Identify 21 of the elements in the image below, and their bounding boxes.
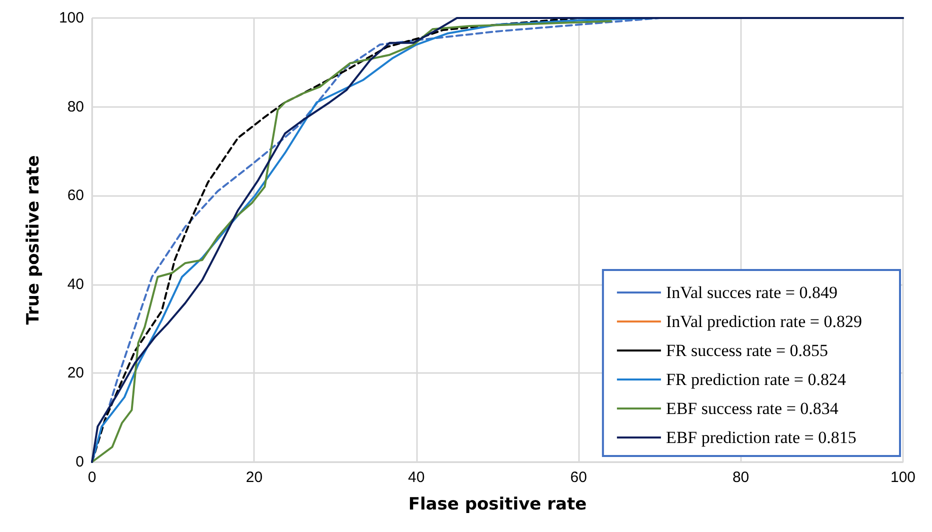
y-tick-label: 0: [76, 454, 84, 470]
x-tick-label: 0: [88, 469, 96, 486]
x-tick-label: 80: [732, 469, 750, 486]
x-tick-label: 100: [890, 469, 916, 486]
legend-label: InVal prediction rate = 0.829: [666, 312, 862, 331]
line-series: [91, 17, 904, 463]
legend-label: EBF prediction rate = 0.815: [666, 428, 856, 447]
y-tick-label: 40: [67, 276, 84, 293]
y-tick-label: 80: [67, 98, 84, 116]
y-tick-label: 20: [67, 364, 84, 382]
x-axis-title: Flase positive rate: [408, 494, 587, 514]
x-tick-label: 60: [570, 469, 587, 486]
x-tick-label: 40: [408, 469, 425, 486]
legend-label: InVal succes rate = 0.849: [666, 283, 838, 302]
legend-label: FR success rate = 0.855: [666, 341, 828, 360]
legend-label: FR prediction rate = 0.824: [666, 370, 846, 389]
legend-label: EBF success rate = 0.834: [666, 399, 839, 418]
x-tick-label: 20: [246, 469, 263, 486]
y-tick-label: 100: [58, 10, 84, 26]
y-tick-label: 60: [67, 187, 84, 204]
y-axis-title: True positive rate: [24, 155, 44, 325]
